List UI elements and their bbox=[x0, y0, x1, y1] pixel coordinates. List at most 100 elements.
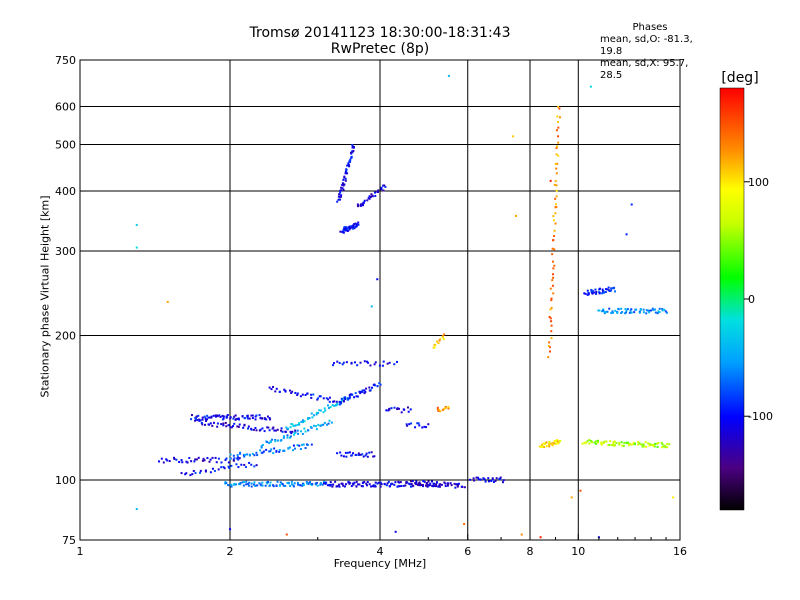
data-point bbox=[275, 387, 278, 390]
data-point bbox=[550, 320, 553, 323]
data-point bbox=[220, 461, 223, 464]
data-point bbox=[299, 448, 302, 451]
data-point bbox=[301, 432, 304, 435]
data-point bbox=[370, 485, 373, 488]
data-point bbox=[512, 135, 515, 138]
data-point bbox=[232, 459, 235, 462]
data-point bbox=[551, 284, 554, 287]
data-point bbox=[232, 458, 235, 461]
data-point bbox=[520, 533, 523, 536]
data-point bbox=[601, 310, 604, 313]
data-point bbox=[222, 466, 225, 469]
data-point bbox=[469, 478, 472, 481]
data-point bbox=[615, 442, 618, 445]
data-point bbox=[595, 440, 598, 443]
data-point bbox=[551, 260, 554, 263]
data-point bbox=[202, 457, 205, 460]
data-point bbox=[294, 429, 297, 432]
data-point bbox=[352, 149, 355, 152]
x-tick-label: 10 bbox=[571, 545, 585, 558]
data-point bbox=[203, 415, 206, 418]
data-point bbox=[348, 451, 351, 454]
data-point bbox=[251, 417, 254, 420]
data-point bbox=[226, 414, 229, 417]
data-point bbox=[325, 423, 328, 426]
data-point bbox=[350, 225, 353, 228]
y-tick-label: 100 bbox=[55, 474, 76, 487]
data-point bbox=[224, 482, 227, 485]
axis-ticks bbox=[79, 59, 681, 541]
data-point bbox=[351, 145, 354, 148]
data-point bbox=[376, 278, 379, 281]
data-point bbox=[427, 423, 430, 426]
data-point bbox=[308, 417, 311, 420]
data-point bbox=[340, 402, 343, 405]
data-point bbox=[380, 188, 383, 191]
data-point bbox=[322, 423, 325, 426]
data-point bbox=[414, 482, 417, 485]
data-point bbox=[672, 496, 675, 499]
data-point bbox=[380, 483, 383, 486]
data-point bbox=[548, 442, 551, 445]
data-point bbox=[602, 308, 605, 311]
chart-subtitle: RwPretec (8p) bbox=[330, 41, 430, 57]
data-point bbox=[342, 178, 345, 181]
data-point bbox=[406, 481, 409, 484]
data-point bbox=[279, 484, 282, 487]
y-tick-labels: 75 100 200 300 400 500 600 750 bbox=[55, 54, 76, 547]
data-point bbox=[272, 485, 275, 488]
data-point bbox=[355, 395, 358, 398]
data-point bbox=[243, 417, 246, 420]
data-point bbox=[412, 484, 415, 487]
data-point bbox=[337, 198, 340, 201]
data-point bbox=[214, 456, 217, 459]
data-point bbox=[363, 360, 366, 363]
data-point bbox=[222, 424, 225, 427]
data-point bbox=[229, 426, 232, 429]
data-point bbox=[278, 450, 281, 453]
data-point bbox=[206, 414, 209, 417]
data-point bbox=[239, 451, 242, 454]
data-point bbox=[556, 115, 559, 118]
data-point bbox=[302, 482, 305, 485]
data-point bbox=[229, 528, 231, 531]
data-point bbox=[605, 310, 608, 313]
data-point bbox=[644, 441, 647, 444]
y-tick-label: 400 bbox=[55, 185, 76, 198]
data-point bbox=[394, 530, 397, 533]
data-point bbox=[558, 116, 561, 119]
data-point bbox=[328, 400, 331, 403]
data-point bbox=[198, 419, 201, 422]
data-point bbox=[339, 191, 342, 194]
data-point bbox=[553, 440, 556, 443]
data-point bbox=[348, 228, 351, 231]
data-point bbox=[653, 308, 656, 311]
data-point bbox=[214, 415, 217, 418]
data-point bbox=[230, 464, 233, 467]
data-point bbox=[398, 407, 401, 410]
data-point bbox=[311, 482, 314, 485]
x-tick-label: 4 bbox=[377, 545, 384, 558]
data-point bbox=[311, 416, 314, 419]
data-point bbox=[300, 420, 303, 423]
data-point bbox=[331, 485, 334, 488]
data-point bbox=[373, 363, 376, 366]
data-point bbox=[268, 386, 271, 389]
data-point bbox=[281, 430, 284, 433]
data-point bbox=[362, 204, 365, 207]
data-point bbox=[610, 287, 613, 290]
data-point bbox=[331, 404, 334, 407]
data-point bbox=[404, 484, 407, 487]
data-point bbox=[555, 184, 558, 187]
data-point bbox=[188, 457, 191, 460]
data-point bbox=[332, 364, 335, 367]
data-point bbox=[266, 480, 269, 483]
data-point bbox=[342, 455, 345, 458]
data-point bbox=[296, 392, 299, 395]
data-point bbox=[454, 486, 457, 489]
data-point bbox=[243, 463, 246, 466]
data-point bbox=[456, 484, 459, 487]
data-point bbox=[410, 422, 413, 425]
data-point bbox=[190, 418, 193, 421]
data-point bbox=[495, 477, 498, 480]
